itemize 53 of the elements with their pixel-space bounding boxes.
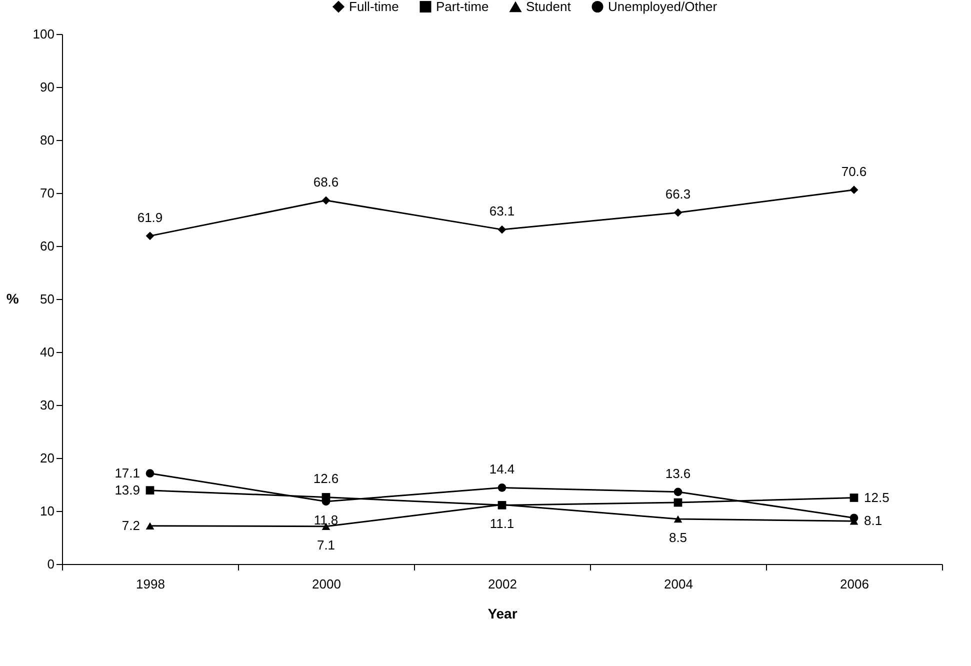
y-tick-label: 20	[40, 450, 54, 466]
data-label: 7.1	[316, 537, 336, 552]
point	[850, 186, 858, 194]
y-tick-label: 40	[40, 344, 54, 360]
y-tick-label: 90	[40, 80, 54, 94]
legend-label: Part-time	[436, 0, 489, 14]
data-label: 17.1	[114, 465, 140, 480]
data-label: 70.6	[841, 164, 867, 179]
x-tick-label: 2002	[488, 576, 517, 592]
data-label: 12.5	[864, 490, 890, 505]
data-label: 7.2	[122, 518, 140, 533]
data-label: 11.8	[314, 512, 338, 528]
point	[146, 486, 154, 495]
y-tick-label: 30	[40, 398, 54, 412]
point	[498, 225, 506, 234]
data-label: 8.1	[864, 513, 882, 528]
data-label: 66.3	[665, 186, 691, 202]
point	[850, 494, 858, 502]
point	[498, 484, 506, 492]
x-tick-label: 1998	[136, 576, 165, 592]
data-label: 63.1	[489, 204, 515, 219]
point	[322, 196, 330, 205]
y-axis-title: %	[6, 290, 20, 306]
y-tick-label: 0	[47, 556, 54, 572]
y-tick-label: 100	[32, 26, 54, 42]
x-tick-label: 2006	[840, 576, 869, 592]
y-tick-label: 50	[40, 292, 54, 306]
x-tick-label: 2000	[312, 576, 341, 592]
data-label: 13.6	[665, 466, 691, 481]
y-tick-label: 80	[40, 132, 54, 148]
data-label: 11.1	[490, 516, 514, 532]
x-tick-label: 2004	[664, 576, 693, 592]
data-label: 12.6	[313, 471, 339, 486]
point	[146, 232, 154, 240]
data-label: 13.9	[114, 482, 140, 498]
point	[674, 488, 682, 496]
data-label: 14.4	[489, 462, 515, 477]
point	[674, 498, 682, 507]
point	[674, 208, 682, 217]
legend-label: Full-time	[349, 0, 399, 14]
point	[850, 514, 858, 522]
data-label: 68.6	[313, 174, 339, 190]
y-tick-label: 60	[40, 238, 54, 254]
legend-label: Unemployed/Other	[608, 0, 718, 14]
y-tick-label: 70	[40, 186, 54, 200]
point	[674, 515, 682, 523]
point	[146, 522, 154, 530]
legend-label: Student	[526, 0, 572, 14]
x-axis-title: Year	[488, 606, 518, 622]
point	[146, 469, 154, 478]
data-label: 8.5	[668, 530, 688, 545]
y-tick-label: 10	[40, 504, 54, 518]
data-label: 61.9	[137, 210, 163, 225]
